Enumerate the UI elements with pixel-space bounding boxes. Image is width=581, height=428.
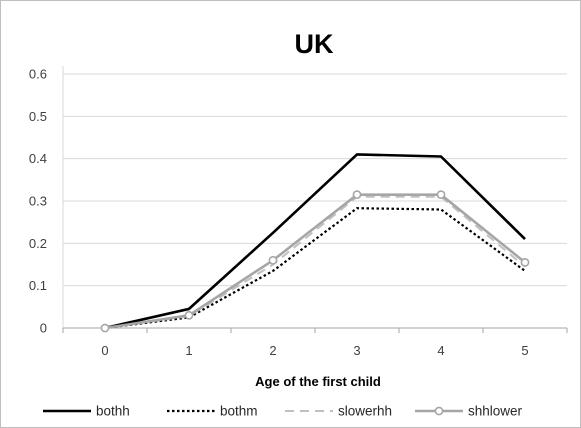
legend: bothh bothm slowerhh shhlower [43, 404, 523, 419]
data-point-shhlower [436, 190, 446, 200]
x-axis-title: Age of the first child [255, 374, 381, 389]
gridlines [63, 73, 567, 287]
legend-label-bothm: bothm [220, 404, 258, 419]
legend-marker-shhlower [434, 406, 444, 416]
data-point-shhlower [520, 257, 530, 267]
y-tick-label: 0.6 [29, 67, 47, 82]
data-point-shhlower [352, 190, 362, 200]
legend-label-slowerhh: slowerhh [338, 404, 392, 419]
y-tick-label: 0 [40, 321, 47, 336]
y-tick-label: 0.1 [29, 278, 47, 293]
y-tick-label: 0.2 [29, 236, 47, 251]
x-tick-label: 3 [353, 343, 360, 358]
data-point-shhlower [268, 255, 278, 265]
x-tick-label: 0 [101, 343, 108, 358]
x-tick-label: 4 [437, 343, 444, 358]
x-tick-label: 5 [521, 343, 528, 358]
y-tick-label: 0.3 [29, 194, 47, 209]
series-line-shhlower [104, 193, 526, 330]
series-lines [100, 153, 530, 333]
chart-title: UK [295, 29, 334, 59]
series-line-bothm [104, 207, 526, 330]
legend-label-bothh: bothh [96, 404, 130, 419]
y-tick-label: 0.4 [29, 151, 47, 166]
series-line-bothh [104, 153, 526, 330]
series-line-slowerhh [104, 195, 526, 329]
data-point-shhlower [100, 323, 110, 333]
data-point-shhlower [184, 310, 194, 320]
y-tick-label: 0.5 [29, 109, 47, 124]
x-tick-label: 2 [269, 343, 276, 358]
legend-label-shhlower: shhlower [468, 404, 523, 419]
x-tick-label: 1 [185, 343, 192, 358]
axes: 0 0.1 0.2 0.3 0.4 0.5 0.6 0 1 2 3 4 5 [29, 66, 568, 358]
